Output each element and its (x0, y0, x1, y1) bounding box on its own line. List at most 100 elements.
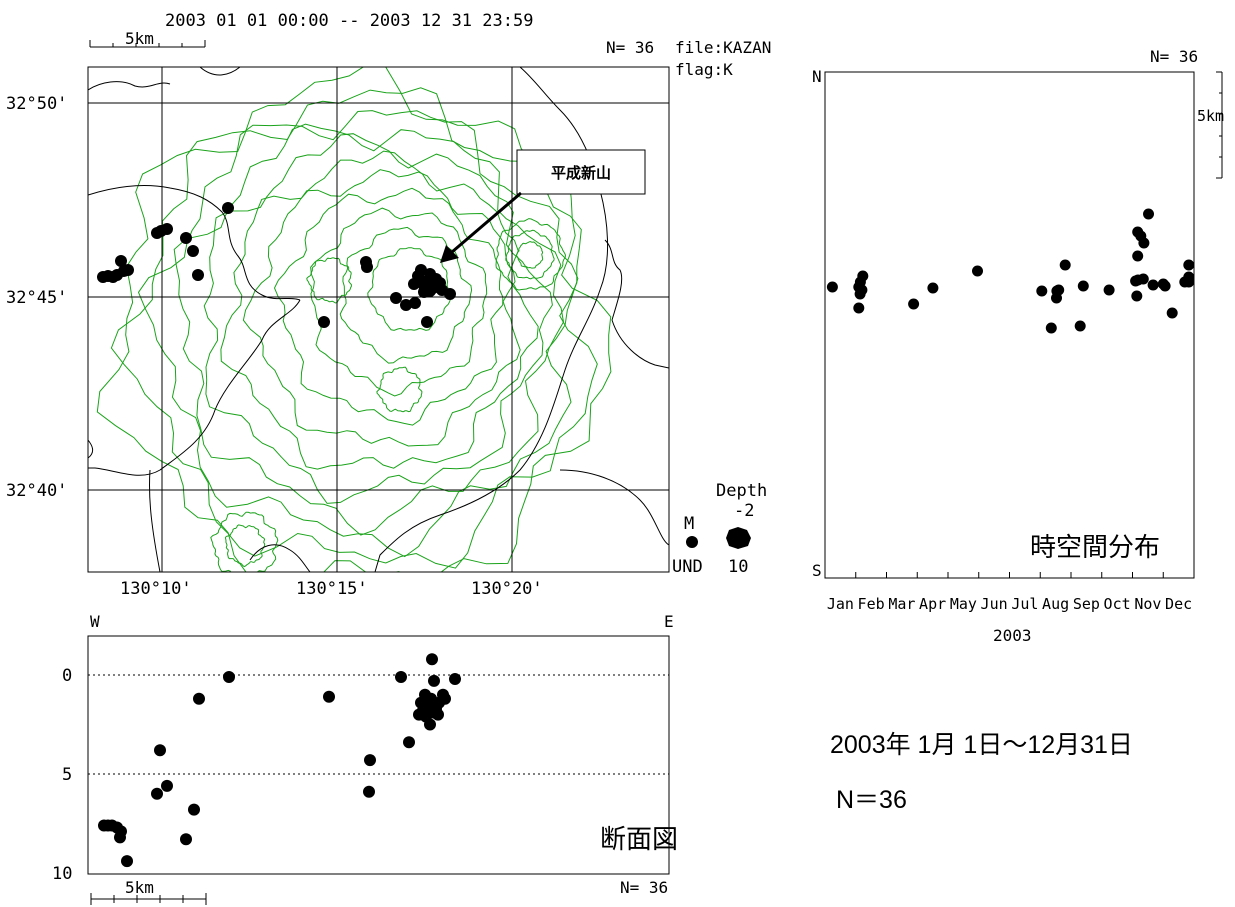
contour-line (110, 87, 598, 569)
map-flag-label: flag:K (675, 60, 733, 79)
contour-line (495, 218, 566, 291)
coastline (88, 67, 669, 572)
contour-line (242, 169, 521, 447)
legend-depth-max: 10 (728, 557, 748, 577)
epicenter-point (424, 285, 436, 297)
hypocenter-point (161, 779, 173, 792)
section-east-label: E (664, 612, 674, 631)
lon-label-130-15: 130°15' (296, 579, 368, 599)
month-label: Jul (1011, 595, 1038, 613)
epicenter-point (161, 223, 173, 235)
section-west-label: W (90, 612, 100, 631)
month-label: Mar (888, 595, 915, 613)
lon-label-130-20: 130°20' (471, 579, 543, 599)
timespace-event (908, 298, 920, 310)
section-title: 断面図 (600, 824, 678, 854)
timespace-frame (824, 71, 1195, 579)
month-label: Jan (827, 595, 854, 613)
epicenter-point (115, 255, 127, 267)
epicenter-point (444, 288, 456, 300)
lat-label-32-50: 32°50' (6, 94, 67, 114)
contour-line (310, 207, 488, 397)
month-label: Dec (1165, 595, 1192, 613)
legend-large-symbol (726, 527, 751, 549)
time-space-plot: N= 36 N S 5km Jan Feb Mar Apr May Jun Jul Aug Se… (812, 47, 1224, 645)
epicenter-point (425, 274, 437, 286)
timespace-south-label: S (812, 561, 822, 580)
timespace-title: 時空間分布 (1030, 532, 1160, 562)
hypocenter-point (363, 785, 375, 798)
summary: 2003年 1月 1日～12月31日 N＝36 (830, 731, 1133, 814)
hypocenter-point (223, 671, 235, 683)
timespace-event (972, 265, 983, 277)
legend-depth-min: -2 (734, 501, 754, 521)
hypocenter-point (395, 671, 407, 683)
map-scale-bar: 5km (89, 29, 206, 48)
timespace-event (826, 281, 838, 293)
contour-line (220, 150, 539, 470)
lat-label-32-40: 32°40' (6, 481, 67, 501)
contour-line (96, 67, 612, 572)
summary-period: 2003年 1月 1日～12月31日 (830, 731, 1133, 759)
timespace-event (1132, 226, 1144, 238)
timespace-event (927, 282, 939, 294)
map-frame (87, 66, 670, 573)
timespace-event (1074, 320, 1086, 332)
callout-arrowhead (440, 245, 459, 263)
timespace-month-axis: Jan Feb Mar Apr May Jun Jul Aug Sep Oct Nov Dec (824, 572, 1192, 613)
month-label: Oct (1104, 595, 1131, 613)
contour-line (505, 229, 555, 280)
section-scale-bar: 5km (90, 878, 207, 905)
map-count-label: N= 36 (606, 38, 654, 57)
timespace-event (1059, 259, 1071, 271)
epicenter-point (318, 316, 330, 328)
hypocenter-point (424, 718, 436, 731)
callout-arrow-shaft (451, 191, 522, 254)
hypocenter-point (432, 708, 444, 721)
timespace-event (1166, 307, 1178, 319)
timespace-event (1138, 237, 1150, 249)
contour-line (367, 247, 453, 331)
hypocenter-point (323, 690, 335, 703)
section-depth-tick-10: 10 (52, 864, 72, 884)
hypocenter-point (449, 673, 461, 685)
cross-section: W E 0 5 10 断面図 N= 36 5km (52, 612, 678, 905)
month-label: Feb (858, 595, 885, 613)
epicenter-point (361, 261, 373, 273)
hypocenter-point (115, 825, 127, 838)
timespace-event (1045, 322, 1057, 334)
map-epicenters (97, 202, 456, 328)
contour-line (210, 511, 279, 572)
legend-small-symbol (686, 536, 698, 548)
hypocenter-point (188, 803, 200, 816)
hypocenter-point (426, 653, 438, 666)
timespace-event (1183, 259, 1195, 271)
timespace-event (1143, 208, 1154, 220)
section-depth-tick-0: 0 (62, 666, 72, 686)
legend-und-label: UND (672, 557, 703, 577)
map-file-label: file:KAZAN (675, 38, 771, 57)
hypocenter-point (364, 754, 376, 767)
section-depth-tick-5: 5 (62, 765, 72, 785)
epicenter-point (390, 292, 402, 304)
epicenter-point (122, 264, 134, 276)
month-label: Aug (1042, 595, 1069, 613)
section-frame (87, 635, 670, 875)
month-label: May (950, 595, 977, 613)
epicenter-point (192, 269, 204, 281)
contour-line (173, 123, 564, 536)
hypocenter-point (151, 787, 163, 800)
hypocenter-point (403, 736, 415, 749)
section-count-label: N= 36 (620, 878, 668, 897)
timespace-event (1103, 284, 1115, 296)
timespace-event (1179, 276, 1191, 288)
timespace-north-label: N (812, 67, 822, 86)
hypocenter-point (193, 692, 205, 705)
epicenter-point (400, 299, 412, 311)
epicenter-point (222, 202, 234, 214)
timespace-event (1077, 280, 1089, 292)
timespace-event (1157, 278, 1169, 290)
hypocenter-point (180, 833, 192, 846)
contour-line (516, 241, 544, 269)
